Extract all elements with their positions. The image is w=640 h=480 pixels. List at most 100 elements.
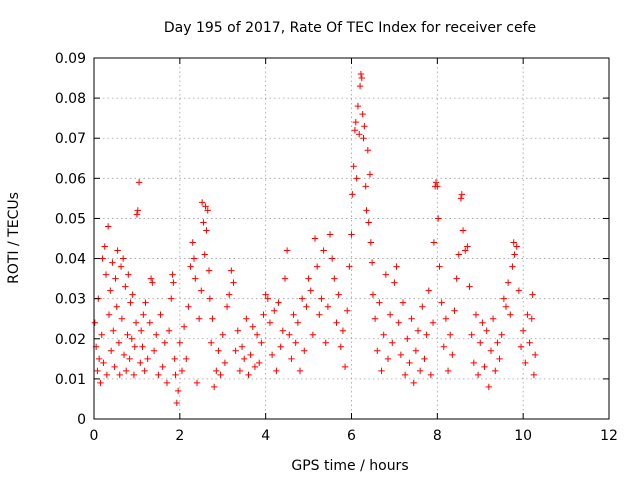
data-point	[273, 367, 280, 375]
data-point	[150, 347, 158, 355]
data-point	[356, 131, 363, 138]
data-point	[352, 118, 359, 126]
data-point	[507, 311, 514, 318]
data-point	[494, 339, 501, 346]
y-tick-label: 0.04	[55, 252, 86, 268]
data-point	[104, 223, 112, 230]
data-point	[122, 367, 130, 375]
data-point	[266, 319, 274, 326]
data-point	[360, 135, 367, 142]
data-point	[371, 315, 379, 322]
data-point	[357, 70, 365, 78]
data-point	[513, 243, 520, 250]
data-point	[173, 399, 181, 407]
data-point	[170, 279, 177, 286]
data-point	[105, 311, 113, 318]
data-point	[279, 327, 287, 334]
data-point	[234, 327, 241, 334]
data-point	[112, 275, 119, 282]
data-point	[449, 351, 456, 359]
data-point	[159, 363, 166, 371]
data-point	[303, 303, 310, 310]
data-point	[178, 367, 186, 375]
data-point	[522, 359, 529, 367]
data-point	[131, 343, 138, 350]
data-point	[271, 307, 278, 314]
data-point	[275, 299, 282, 306]
data-point	[205, 267, 213, 274]
data-point	[395, 319, 402, 326]
data-point	[481, 363, 488, 371]
data-point	[236, 367, 244, 375]
data-point	[309, 331, 317, 338]
data-point	[464, 243, 471, 250]
data-point	[176, 339, 184, 346]
x-tick-label: 2	[175, 428, 184, 444]
data-point	[492, 367, 499, 375]
data-point	[410, 379, 417, 387]
chart-title: Day 195 of 2017, Rate Of TEC Index for r…	[164, 20, 536, 36]
data-point	[350, 163, 357, 170]
data-point	[163, 379, 171, 387]
y-tick-label: 0.07	[55, 131, 86, 147]
data-point	[447, 331, 454, 338]
data-point	[436, 263, 443, 270]
data-point	[451, 307, 458, 314]
y-tick-label: 0.08	[55, 91, 86, 107]
data-point	[408, 315, 415, 322]
data-point	[470, 359, 478, 367]
data-point	[146, 319, 153, 326]
data-point	[530, 371, 538, 379]
data-point	[98, 331, 105, 338]
data-point	[232, 347, 239, 355]
data-point	[432, 179, 440, 186]
data-point	[510, 239, 517, 246]
data-point	[103, 371, 111, 379]
data-point	[354, 102, 362, 110]
data-point	[324, 303, 332, 310]
x-tick-label: 4	[261, 428, 270, 444]
data-point	[368, 259, 376, 266]
data-point	[116, 371, 123, 379]
data-point	[161, 339, 169, 346]
data-point	[369, 291, 377, 298]
data-point	[185, 303, 192, 310]
data-point	[296, 367, 304, 375]
data-point	[99, 255, 106, 262]
data-point	[305, 275, 312, 282]
data-point	[365, 219, 372, 226]
data-point	[155, 371, 162, 379]
data-point	[348, 231, 355, 238]
data-point	[322, 339, 329, 346]
data-point	[466, 283, 473, 290]
data-point	[391, 279, 398, 286]
data-point	[221, 359, 229, 367]
data-point	[364, 147, 372, 154]
data-point	[430, 239, 438, 246]
data-point	[119, 255, 127, 262]
data-point	[487, 347, 495, 355]
data-point	[438, 299, 445, 306]
data-point	[128, 335, 135, 342]
data-point	[515, 287, 523, 294]
data-point	[238, 343, 246, 350]
data-point	[140, 311, 147, 318]
data-point	[183, 355, 190, 363]
data-point	[142, 299, 149, 306]
data-point	[458, 191, 465, 198]
data-point	[230, 279, 237, 286]
data-point	[356, 82, 364, 90]
data-point	[172, 371, 179, 379]
data-point	[134, 207, 141, 214]
data-point	[122, 283, 129, 290]
data-point	[107, 347, 115, 355]
data-point	[251, 363, 259, 371]
data-point	[519, 327, 527, 334]
data-point	[94, 367, 101, 375]
data-point	[114, 247, 121, 254]
y-axis-label: ROTI / TECUs	[6, 192, 22, 284]
data-point	[110, 327, 117, 334]
data-point	[529, 291, 536, 298]
data-point	[129, 291, 136, 298]
data-point	[504, 279, 512, 286]
